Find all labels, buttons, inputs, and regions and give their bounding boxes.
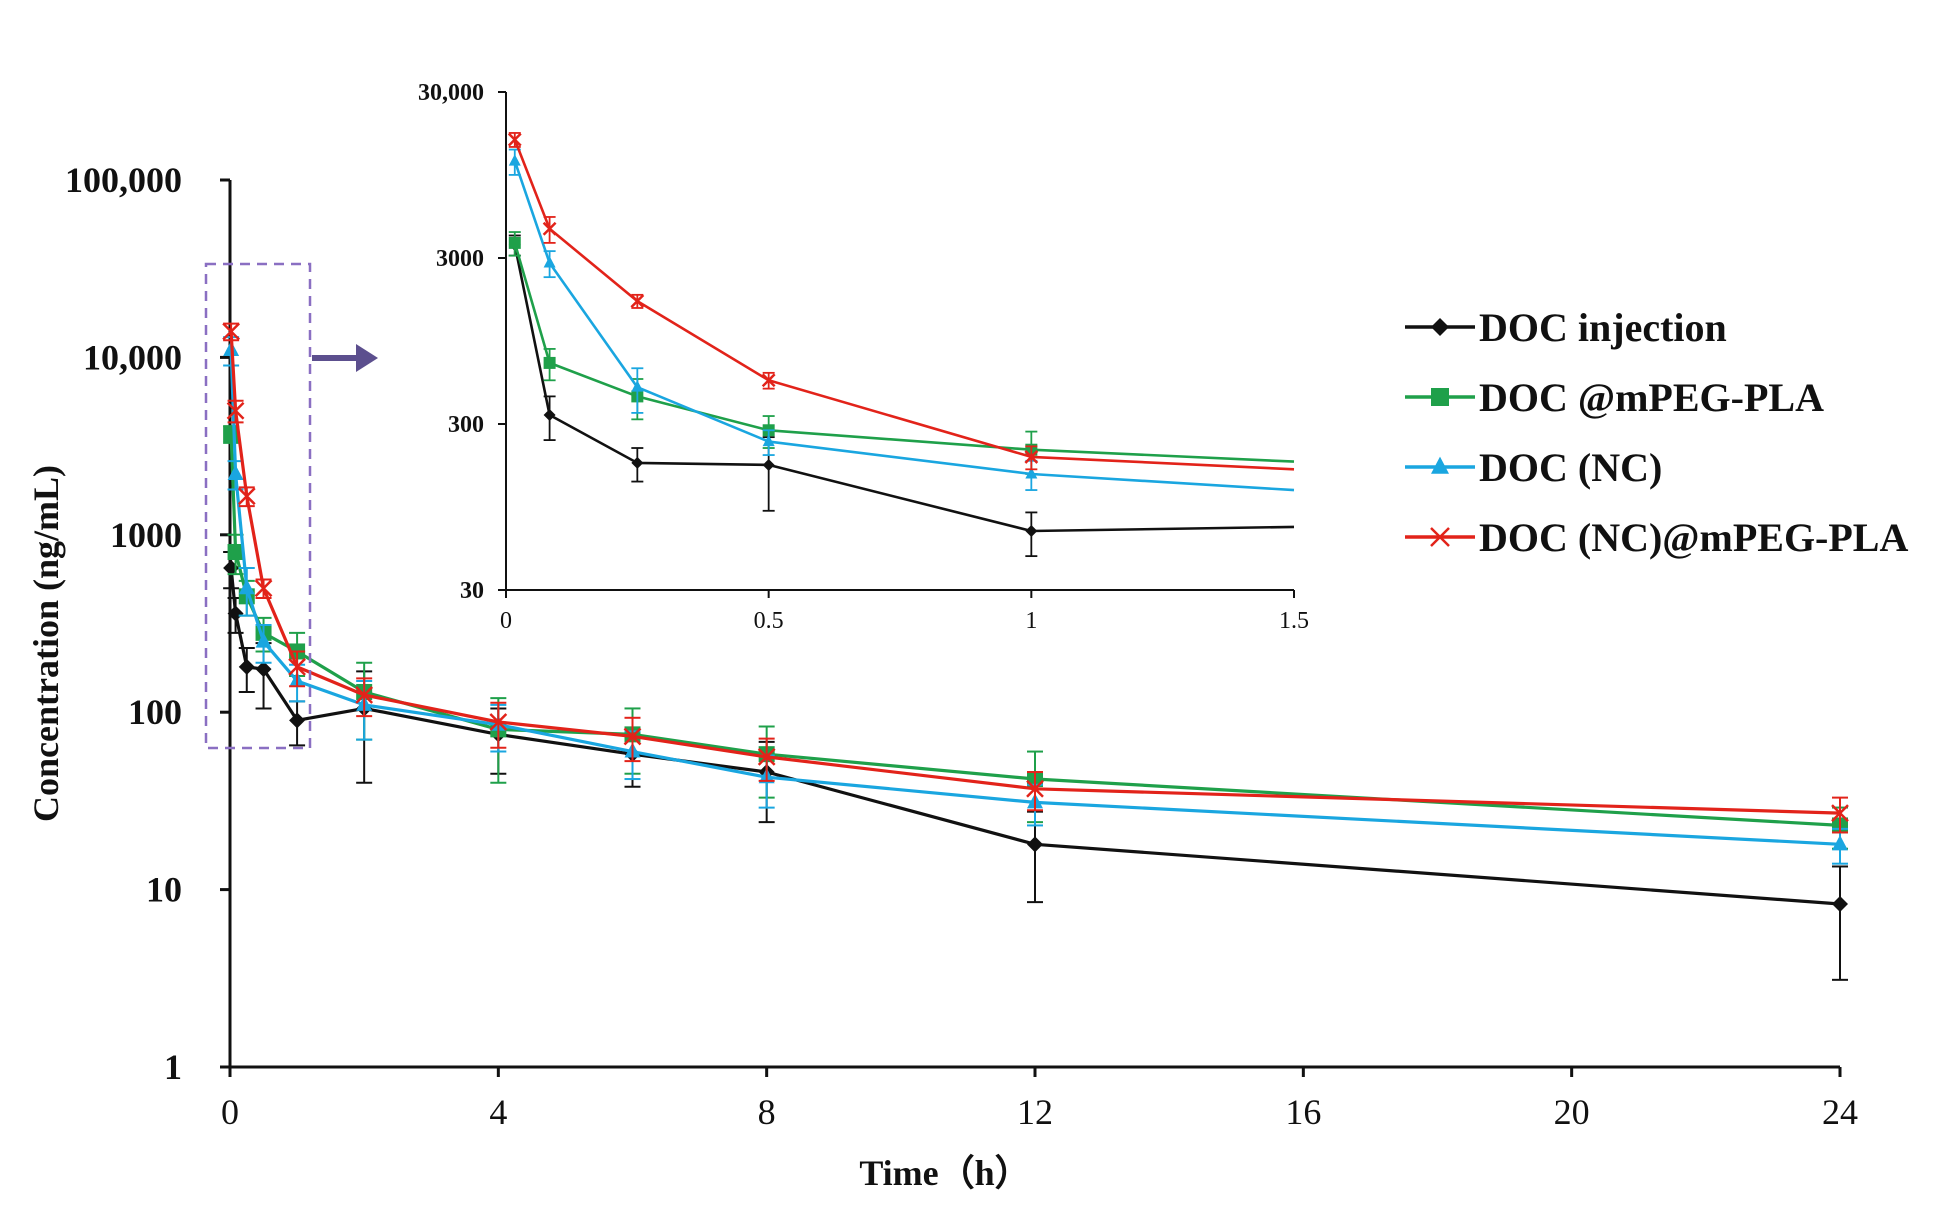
inset-data-point <box>762 434 775 447</box>
x-axis-title: Time（h） <box>859 1153 1030 1193</box>
y-tick-label: 1 <box>164 1047 182 1087</box>
data-point <box>489 713 508 731</box>
data-point <box>1027 836 1043 853</box>
data-point <box>1832 895 1848 912</box>
y-tick-label: 10,000 <box>83 337 182 377</box>
inset-data-point <box>630 294 645 308</box>
x-tick-label: 8 <box>758 1092 776 1132</box>
inset-y-tick-label: 300 <box>448 412 484 438</box>
data-point <box>355 686 374 704</box>
data-point <box>288 658 306 676</box>
legend-label: DOC (NC) <box>1479 445 1662 490</box>
data-point <box>289 712 306 729</box>
x-tick-label: 20 <box>1554 1092 1590 1132</box>
inset-series-line <box>513 244 1295 533</box>
legend-label: DOC (NC)@mPEG-PLA <box>1479 515 1908 560</box>
inset-series-line <box>513 242 1295 463</box>
inset-data-point <box>508 154 521 166</box>
inset-plot: 30 300 3000 30,000 0 0.5 1 1.5 <box>418 80 1309 634</box>
data-point <box>227 543 244 560</box>
inset-series-doc-nc-mpeg-pla <box>507 132 1295 471</box>
inset-data-point <box>507 132 522 147</box>
legend-item: DOC injection <box>1405 305 1727 350</box>
inset-data-point <box>543 356 556 369</box>
inset-data-point <box>761 373 776 388</box>
inset-data-point <box>631 456 644 469</box>
x-tick-label: 24 <box>1822 1092 1858 1132</box>
data-point <box>255 632 272 648</box>
x-tick-label: 4 <box>489 1092 507 1132</box>
inset-data-point <box>1025 525 1038 538</box>
y-tick-label: 100 <box>128 692 182 732</box>
data-point <box>254 579 273 598</box>
inset-data-point <box>543 256 556 268</box>
inset-data-point <box>543 408 556 421</box>
data-point <box>226 401 245 420</box>
inset-data-point <box>631 380 644 392</box>
data-point <box>757 747 776 766</box>
legend-label: DOC injection <box>1479 305 1727 350</box>
x-tick-label: 12 <box>1017 1092 1053 1132</box>
data-point <box>1832 835 1848 851</box>
inset-y-tick-label: 30,000 <box>418 80 484 106</box>
zoom-annotation <box>204 262 378 750</box>
legend-swatch-marker <box>1431 388 1449 406</box>
data-point <box>227 605 244 622</box>
inset-data-point <box>1025 467 1038 479</box>
legend: DOC injection DOC @mPEG-PLA DOC (NC) DOC (N… <box>1405 305 1908 560</box>
legend-swatch-marker <box>1430 527 1450 547</box>
data-point <box>238 658 255 675</box>
data-point <box>227 464 244 481</box>
x-tick-label: 0 <box>221 1092 239 1132</box>
y-tick-label: 100,000 <box>65 160 182 200</box>
data-point <box>255 661 272 678</box>
zoom-box <box>204 262 312 750</box>
legend-label: DOC @mPEG-PLA <box>1479 375 1824 420</box>
inset-data-point <box>508 236 521 249</box>
inset-series-line <box>513 139 1295 471</box>
inset-series-doc-injection <box>508 234 1295 558</box>
legend-swatch-marker <box>1431 318 1449 336</box>
inset-series-doc-mpeg-pla <box>508 231 1295 475</box>
legend-item: DOC (NC)@mPEG-PLA <box>1405 515 1908 560</box>
data-point <box>623 727 642 746</box>
y-tick-label: 10 <box>146 870 182 910</box>
inset-y-tick-label: 3000 <box>436 246 484 272</box>
legend-swatch-marker <box>1431 456 1449 474</box>
data-point <box>1831 804 1849 822</box>
inset-x-tick-label: 1 <box>1025 608 1037 634</box>
legend-item: DOC (NC) <box>1405 445 1662 490</box>
inset-data-point <box>542 221 557 236</box>
inset-x-tick-label: 0 <box>500 608 512 634</box>
x-tick-label: 16 <box>1285 1092 1321 1132</box>
inset-series-line <box>513 160 1295 492</box>
series-doc-nc-mpeg-pla <box>222 322 1849 834</box>
inset-data-point <box>762 458 775 471</box>
inset-data-point <box>1024 450 1039 464</box>
data-point <box>1026 779 1044 798</box>
y-axis-title: Concentration (ng/mL) <box>26 465 66 822</box>
zoom-arrow-head <box>356 344 378 372</box>
legend-item: DOC @mPEG-PLA <box>1405 375 1824 420</box>
data-point <box>237 487 256 506</box>
data-point <box>222 322 241 341</box>
inset-y-tick-label: 30 <box>460 578 484 604</box>
data-point <box>238 579 255 595</box>
inset-x-tick-label: 1.5 <box>1279 608 1309 634</box>
y-tick-label: 1000 <box>110 515 182 555</box>
inset-x-tick-label: 0.5 <box>754 608 784 634</box>
